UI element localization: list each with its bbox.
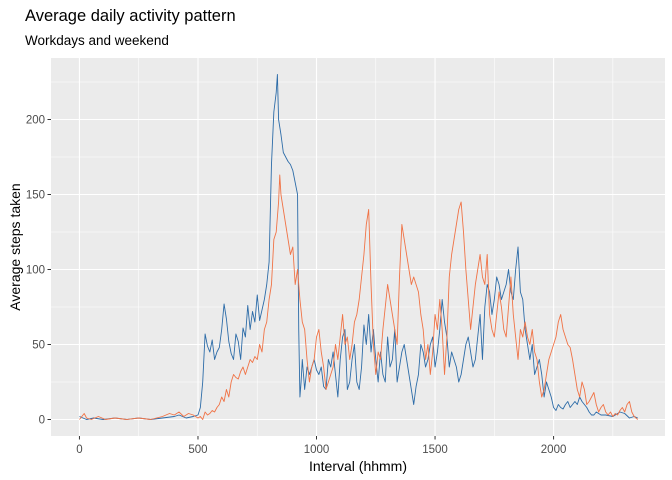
x-tick-label: 2000	[541, 444, 567, 456]
series-layer	[79, 74, 639, 420]
y-tick-label: 100	[26, 265, 45, 277]
x-tick-label: 1500	[422, 444, 448, 456]
y-axis-title: Average steps taken	[7, 183, 23, 310]
x-tick-label: 1000	[304, 444, 330, 456]
plot-panel	[51, 58, 665, 436]
chart-subtitle: Workdays and weekend	[25, 33, 169, 48]
y-tick-label: 200	[26, 115, 45, 127]
y-tick-label: 150	[26, 190, 45, 202]
x-axis: 0 500 1000 1500 2000	[76, 436, 566, 456]
x-axis-title: Interval (hhmm)	[309, 458, 407, 474]
chart-title: Average daily activity pattern	[25, 7, 236, 25]
y-tick-label: 0	[39, 415, 45, 427]
y-tick-label: 50	[32, 340, 45, 352]
y-axis: 0 50 100 150 200	[26, 115, 51, 427]
x-tick-label: 0	[76, 444, 82, 456]
series-line-1	[79, 74, 638, 420]
x-tick-label: 500	[188, 444, 207, 456]
major-gridlines	[51, 58, 665, 436]
series-line-2	[79, 174, 639, 420]
